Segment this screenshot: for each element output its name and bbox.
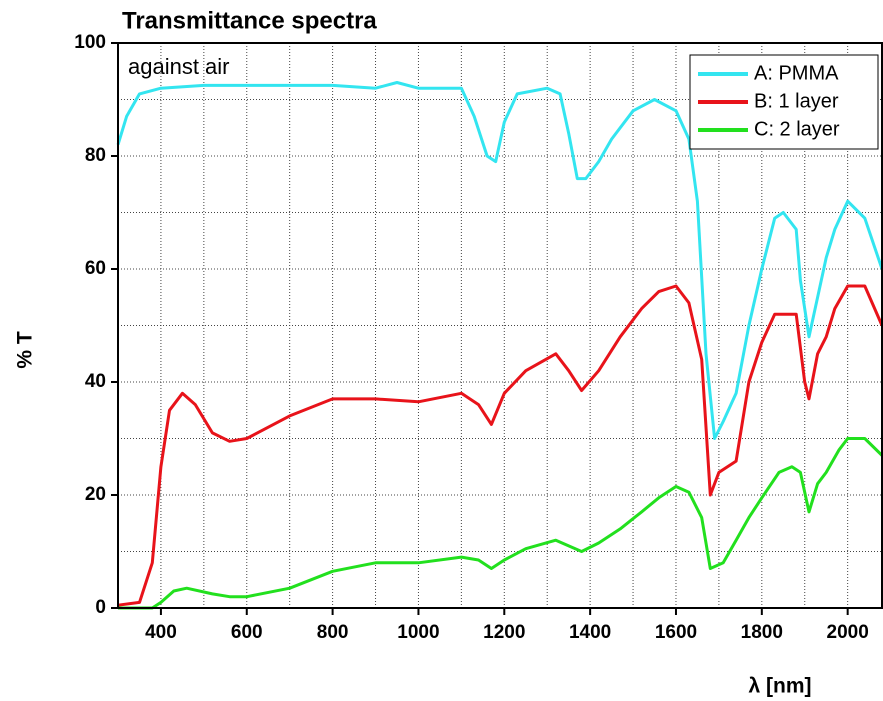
annotation: against air [128,54,230,79]
x-tick-label: 600 [231,622,263,643]
x-tick-label: 2000 [827,622,869,643]
x-axis-label: λ [nm] [749,675,812,698]
x-tick-label: 1200 [483,622,525,643]
x-tick-label: 1800 [741,622,783,643]
series-line [116,81,883,440]
legend-label: C: 2 layer [754,118,840,140]
x-tick-label: 1000 [397,622,439,643]
y-tick-label: 60 [85,258,106,279]
chart-title: Transmittance spectra [122,7,377,34]
y-axis-label: % T [14,331,37,369]
y-tick-label: 80 [85,145,106,166]
x-tick-label: 400 [145,622,177,643]
legend-label: A: PMMA [754,62,839,84]
series-line [117,284,883,607]
x-tick-label: 1600 [655,622,697,643]
y-tick-label: 40 [85,371,106,392]
x-tick-label: 1400 [569,622,611,643]
y-tick-label: 100 [74,32,106,53]
y-tick-label: 20 [85,484,106,505]
plot-frame [117,42,883,609]
legend-label: B: 1 layer [754,90,839,112]
x-tick-label: 800 [317,622,349,643]
y-tick-label: 0 [95,597,106,618]
series-line [118,437,883,610]
